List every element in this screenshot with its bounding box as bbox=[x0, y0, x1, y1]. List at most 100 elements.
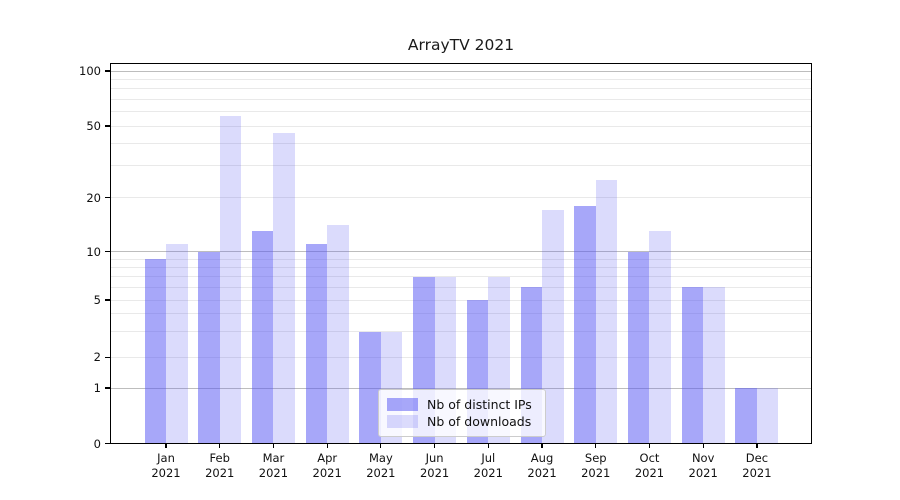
y-tickmark-10 bbox=[105, 251, 110, 253]
x-tick-month: Mar bbox=[262, 450, 285, 465]
y-tickmark-2 bbox=[105, 356, 110, 358]
y-gridline-minor-40 bbox=[110, 142, 812, 144]
x-tick-label-Sep: Sep 2021 bbox=[569, 451, 623, 481]
y-tickmark-0 bbox=[105, 443, 110, 445]
y-gridline-minor-50 bbox=[110, 125, 812, 127]
x-tick-label-Nov: Nov 2021 bbox=[676, 451, 730, 481]
x-tick-month: Feb bbox=[209, 450, 230, 465]
y-gridline-minor-3 bbox=[110, 331, 812, 333]
legend-swatch-distinct-ips bbox=[387, 398, 418, 411]
bar-distinct-ips-May bbox=[359, 331, 381, 444]
bar-distinct-ips-Dec bbox=[735, 388, 757, 444]
bar-downloads-Aug bbox=[542, 210, 564, 444]
y-tick-label-0: 0 bbox=[93, 436, 101, 451]
y-tickmark-100 bbox=[105, 70, 110, 72]
x-tick-year: 2021 bbox=[742, 465, 772, 480]
legend-label: Nb of downloads bbox=[427, 414, 532, 429]
x-tick-month: Sep bbox=[584, 450, 607, 465]
bar-downloads-Mar bbox=[273, 132, 295, 444]
x-tick-label-Mar: Mar 2021 bbox=[246, 451, 300, 481]
x-tick-year: 2021 bbox=[581, 465, 611, 480]
y-gridline-minor-6 bbox=[110, 286, 812, 288]
bar-distinct-ips-Oct bbox=[627, 251, 650, 444]
legend-swatch-downloads bbox=[387, 415, 418, 428]
y-gridline-major-10 bbox=[110, 251, 812, 253]
x-tick-label-Apr: Apr 2021 bbox=[300, 451, 354, 481]
x-tick-year: 2021 bbox=[366, 465, 396, 480]
y-tick-label-5: 5 bbox=[93, 293, 101, 307]
legend: Nb of distinct IPs Nb of downloads bbox=[378, 389, 546, 437]
bar-downloads-Oct bbox=[649, 231, 671, 444]
x-tick-label-Oct: Oct 2021 bbox=[622, 451, 676, 481]
bar-distinct-ips-Jan bbox=[144, 259, 166, 444]
y-gridline-minor-2 bbox=[110, 356, 812, 358]
legend-label: Nb of distinct IPs bbox=[427, 397, 532, 412]
x-tick-label-Dec: Dec 2021 bbox=[730, 451, 784, 481]
x-tick-label-Feb: Feb 2021 bbox=[193, 451, 247, 481]
y-tickmark-20 bbox=[105, 197, 110, 199]
x-tickmark-Mar bbox=[272, 443, 275, 449]
bar-downloads-Sep bbox=[595, 180, 618, 444]
x-tickmark-Sep bbox=[595, 443, 597, 449]
y-gridline-minor-5 bbox=[110, 299, 812, 301]
x-tick-year: 2021 bbox=[473, 465, 503, 480]
y-gridline-minor-8 bbox=[110, 266, 812, 268]
y-gridline-minor-9 bbox=[110, 258, 812, 260]
y-gridline-major-100 bbox=[110, 70, 812, 72]
x-tick-year: 2021 bbox=[151, 465, 181, 480]
x-tick-label-Jun: Jun 2021 bbox=[408, 451, 462, 481]
x-tick-year: 2021 bbox=[688, 465, 718, 480]
x-tick-month: Jun bbox=[425, 450, 444, 465]
y-tick-label-10: 10 bbox=[86, 244, 101, 259]
x-tick-month: Dec bbox=[745, 450, 769, 465]
bar-downloads-Apr bbox=[327, 225, 349, 444]
x-tickmark-Apr bbox=[326, 443, 328, 449]
x-tick-month: Jul bbox=[481, 450, 496, 465]
y-gridline-minor-90 bbox=[110, 78, 812, 80]
y-gridline-major-1 bbox=[110, 387, 812, 389]
x-tick-label-May: May 2021 bbox=[354, 451, 408, 481]
y-gridline-minor-70 bbox=[110, 98, 812, 100]
y-tick-label-50: 50 bbox=[86, 119, 101, 133]
x-tickmark-Dec bbox=[756, 443, 758, 449]
legend-item-downloads: Nb of downloads bbox=[387, 413, 535, 430]
y-gridline-minor-20 bbox=[110, 197, 812, 199]
x-tick-label-Aug: Aug 2021 bbox=[515, 451, 569, 481]
bar-downloads-Feb bbox=[219, 115, 242, 444]
x-tick-month: Nov bbox=[691, 450, 715, 465]
bar-downloads-Jan bbox=[166, 244, 188, 444]
bar-downloads-Dec bbox=[756, 388, 779, 444]
y-tickmark-5 bbox=[105, 299, 110, 301]
x-tick-month: Apr bbox=[317, 450, 338, 465]
x-tickmark-May bbox=[380, 443, 382, 449]
bar-distinct-ips-Sep bbox=[574, 205, 596, 444]
y-tickmark-1 bbox=[105, 387, 110, 389]
y-gridline-minor-4 bbox=[110, 313, 812, 315]
bar-distinct-ips-Nov bbox=[681, 287, 704, 444]
bar-downloads-Nov bbox=[703, 287, 725, 444]
x-tick-label-Jan: Jan 2021 bbox=[139, 451, 193, 481]
legend-item-distinct-ips: Nb of distinct IPs bbox=[387, 396, 535, 413]
x-tick-year: 2021 bbox=[634, 465, 665, 480]
x-tick-month: Aug bbox=[530, 450, 554, 465]
y-tick-label-1: 1 bbox=[93, 381, 101, 395]
bar-distinct-ips-Feb bbox=[198, 251, 220, 444]
x-tick-month: May bbox=[368, 450, 393, 465]
x-tick-month: Jan bbox=[157, 450, 175, 465]
x-tick-year: 2021 bbox=[258, 465, 289, 480]
x-tickmark-Feb bbox=[219, 443, 221, 449]
y-tick-label-2: 2 bbox=[93, 350, 101, 365]
y-tick-label-100: 100 bbox=[79, 64, 101, 78]
x-tickmark-Jul bbox=[487, 443, 489, 449]
y-tickmark-50 bbox=[105, 125, 110, 127]
x-tick-year: 2021 bbox=[312, 465, 342, 480]
bar-distinct-ips-Apr bbox=[305, 244, 328, 444]
x-tickmark-Aug bbox=[541, 443, 543, 449]
plot-area-spines bbox=[110, 62, 812, 444]
x-tick-year: 2021 bbox=[205, 465, 235, 480]
x-tick-year: 2021 bbox=[527, 465, 557, 480]
x-tickmark-Nov bbox=[702, 443, 704, 449]
